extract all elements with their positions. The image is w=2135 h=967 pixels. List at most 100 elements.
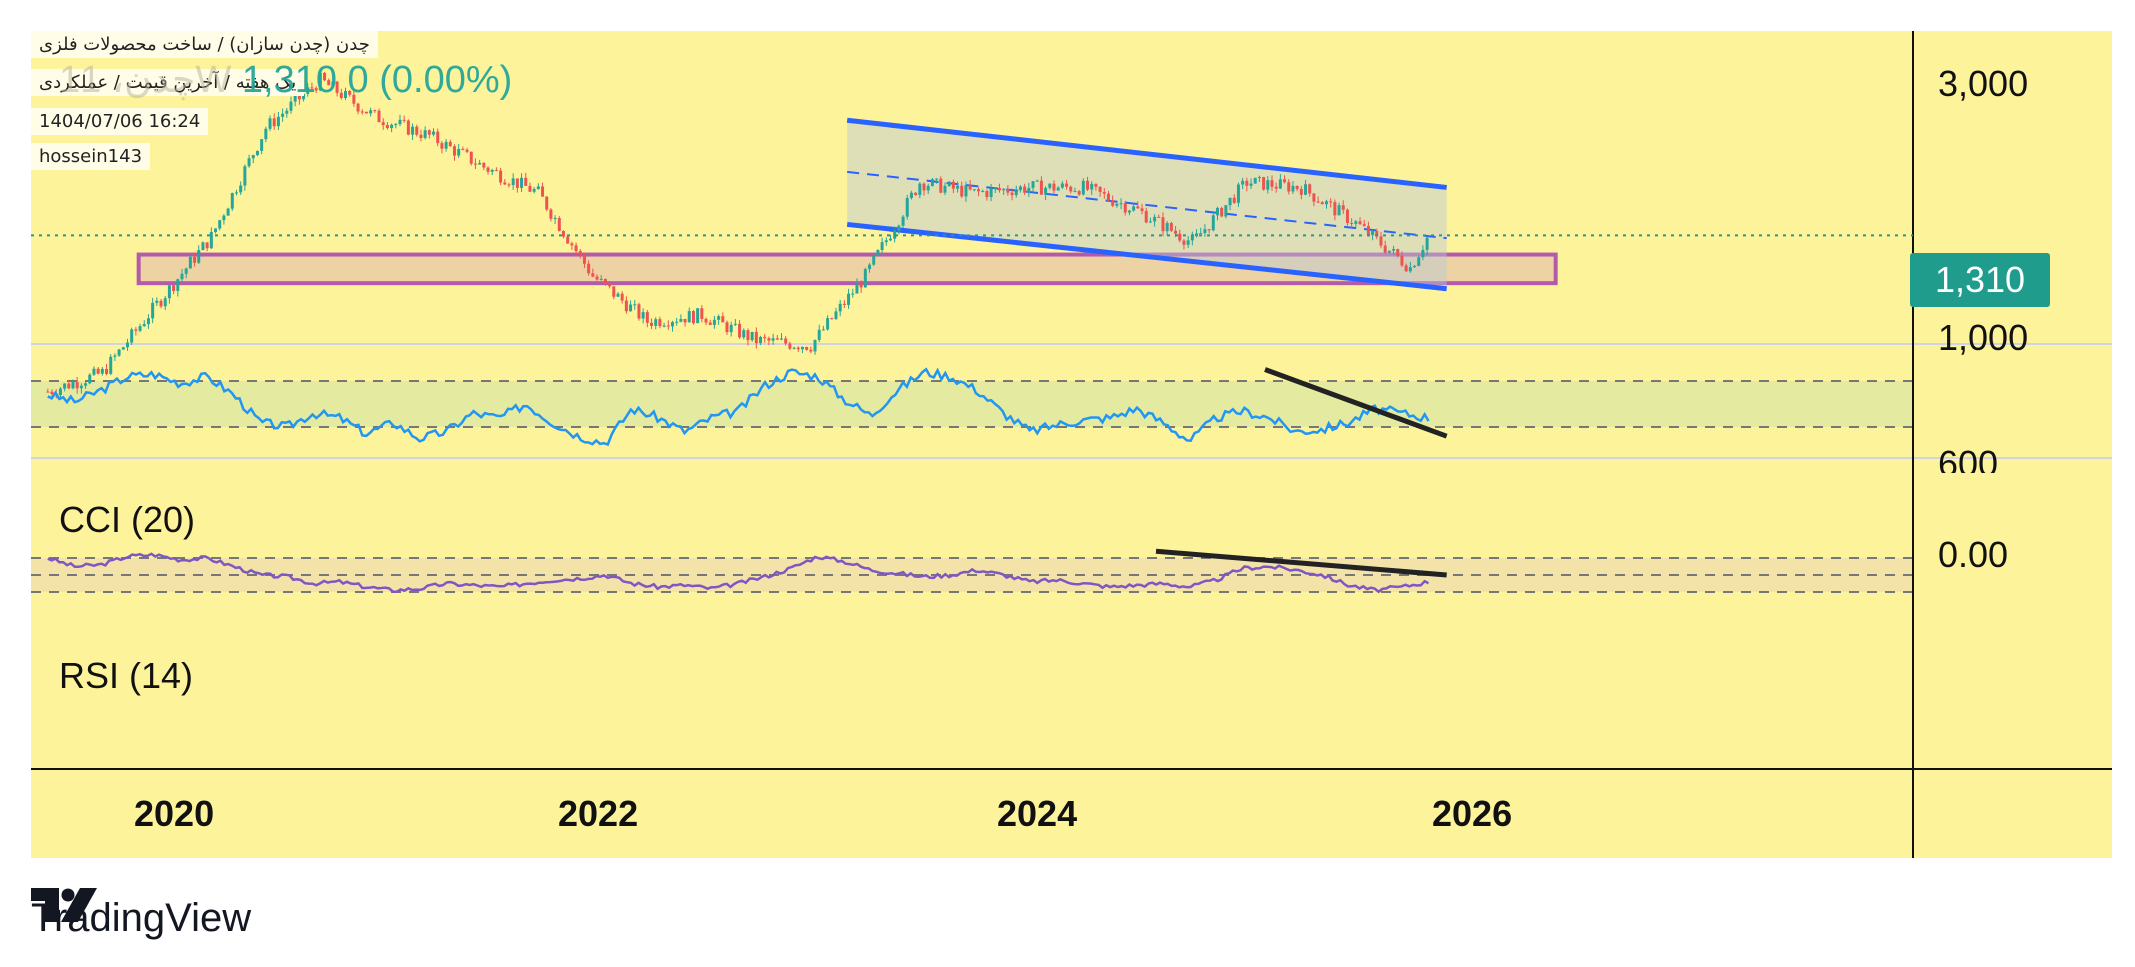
candle [448, 139, 452, 147]
rsi-line [47, 552, 1430, 594]
chart-canvas[interactable]: چدن (چدن سازان) / ساخت محصولات فلزی یک ه… [31, 31, 2112, 858]
candle [188, 255, 192, 269]
candle-body [746, 330, 750, 341]
candle [1320, 201, 1324, 205]
candle-body [197, 250, 201, 263]
candle-body [1362, 224, 1366, 226]
candle-body [1236, 184, 1240, 203]
candle [1148, 217, 1152, 224]
candle [779, 333, 783, 341]
indicator-trendlines[interactable] [1155, 367, 1448, 578]
descending-channel[interactable] [846, 117, 1447, 292]
candle-body [1048, 183, 1052, 188]
candle [981, 189, 985, 193]
candle-body [1136, 206, 1140, 209]
candle-body [679, 318, 683, 322]
candle [897, 224, 901, 235]
candle-body [779, 338, 783, 340]
candle-body [1249, 183, 1253, 186]
candle-body [155, 300, 159, 303]
candle [587, 260, 591, 276]
candle [888, 234, 892, 242]
candle-body [339, 92, 343, 98]
candle-body [1106, 193, 1110, 201]
candle [1014, 185, 1018, 198]
candle-body [1371, 230, 1375, 236]
candle [411, 123, 415, 141]
candle-body [381, 122, 385, 126]
candle [876, 249, 880, 257]
candle-body [243, 166, 247, 186]
candle [683, 318, 687, 327]
candle [570, 241, 574, 250]
candle [993, 187, 997, 193]
candle [1077, 189, 1081, 197]
candle-body [637, 304, 641, 319]
candle [444, 139, 448, 152]
candle-body [1232, 197, 1236, 203]
candle-body [146, 318, 150, 325]
candle-body [193, 257, 197, 263]
candle-body [1203, 229, 1207, 234]
candle [255, 150, 259, 157]
candle-body [1400, 255, 1404, 266]
candle [629, 300, 633, 312]
candle-body [1069, 186, 1073, 192]
candle-body [1031, 181, 1035, 188]
candle [184, 267, 188, 279]
candle-body [876, 249, 880, 256]
candle-body [578, 251, 582, 255]
candle-body [394, 124, 398, 126]
candle [113, 353, 117, 362]
candle-body [1291, 185, 1295, 192]
candle [427, 129, 431, 139]
candle-body [499, 170, 503, 183]
candle [612, 286, 616, 300]
candle [1316, 196, 1320, 204]
support-zone[interactable] [136, 252, 1558, 286]
candle [71, 379, 75, 390]
candle [1073, 187, 1077, 193]
candle [260, 139, 264, 155]
candle-body [184, 268, 188, 274]
candle-body [121, 347, 125, 350]
candle [180, 269, 184, 283]
candle [314, 86, 318, 93]
candle-body [805, 346, 809, 350]
candle-body [922, 183, 926, 191]
candle [704, 317, 708, 326]
candle-body [335, 81, 339, 93]
candle [599, 275, 603, 281]
candle [696, 308, 700, 324]
candle-body [826, 318, 830, 330]
candle-body [255, 150, 259, 156]
candle-body [675, 321, 679, 323]
interval-info: یک هفته / آخرین قیمت / عملکردی [31, 69, 305, 96]
candle [1274, 182, 1278, 193]
candle [733, 318, 737, 327]
candle [901, 214, 905, 229]
candle [964, 181, 968, 202]
candle [1132, 203, 1136, 212]
tradingview-brand[interactable]: TradingView [31, 888, 251, 948]
datetime-info: 1404/07/06 16:24 [31, 108, 209, 135]
candle [712, 315, 716, 329]
candle-body [343, 90, 347, 98]
candle [1371, 229, 1375, 241]
candle-body [851, 293, 855, 295]
candle-body [620, 293, 624, 301]
candle [1153, 214, 1157, 227]
candle [247, 154, 251, 168]
candle-body [528, 185, 532, 192]
candle [738, 320, 742, 339]
candle-body [1169, 223, 1173, 231]
candle [503, 179, 507, 185]
candle [637, 302, 641, 321]
candle [608, 282, 612, 289]
candle-body [511, 178, 515, 186]
candle [1060, 180, 1064, 189]
candle [1350, 218, 1354, 228]
candle [1408, 261, 1412, 273]
candle [1123, 200, 1127, 216]
candle [172, 283, 176, 295]
